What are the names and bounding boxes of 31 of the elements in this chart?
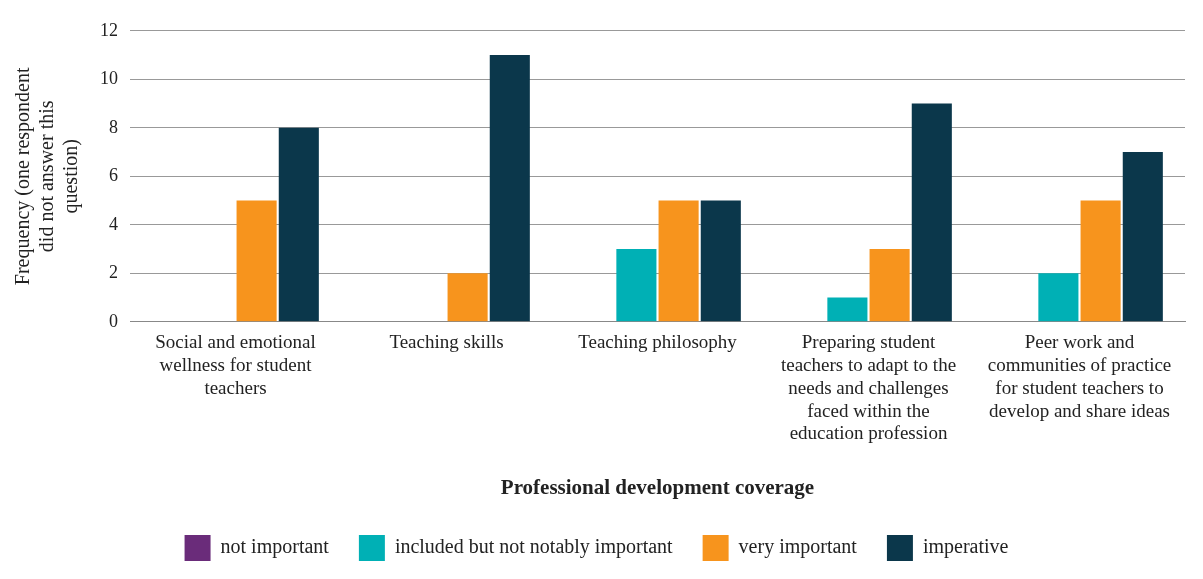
y-tick-label: 6 — [109, 165, 118, 186]
x-tick-label: Teaching philosophy — [578, 331, 738, 353]
bar — [447, 273, 488, 322]
legend-label: not important — [220, 535, 330, 559]
y-tick-label: 2 — [109, 262, 118, 283]
bar — [1038, 273, 1079, 322]
bar — [827, 297, 868, 322]
y-tick-label: 0 — [109, 310, 118, 331]
legend-label: included but not notably important — [394, 535, 674, 559]
bar — [700, 200, 741, 322]
y-tick-label: 10 — [100, 68, 118, 89]
legend-label: imperative — [922, 535, 1009, 559]
bar — [1080, 200, 1121, 322]
x-tick-label: Preparing student teachers to adapt to the needs and challenges faced within the education profession — [780, 331, 957, 444]
x-tick-label: Social and emotional wellness for student teachers — [155, 331, 316, 398]
bar — [489, 55, 530, 322]
bar — [869, 249, 910, 322]
y-tick-label: 12 — [100, 19, 118, 40]
x-tick-label: Peer work and communities of practice for student teachers to develop and share ideas — [987, 331, 1172, 421]
y-tick-label: 4 — [109, 213, 118, 234]
y-axis-title: Frequency (one respondent did not answer this question) — [11, 67, 83, 286]
bar — [278, 127, 319, 322]
x-axis-title: Professional development coverage — [500, 474, 815, 499]
bar — [616, 249, 657, 322]
bar — [1122, 152, 1163, 322]
bar — [236, 200, 277, 322]
y-tick-label: 8 — [109, 116, 118, 137]
bar — [911, 103, 952, 322]
x-tick-label: Teaching skills — [389, 331, 504, 353]
legend-label: very important — [738, 535, 858, 559]
bar — [658, 200, 699, 322]
